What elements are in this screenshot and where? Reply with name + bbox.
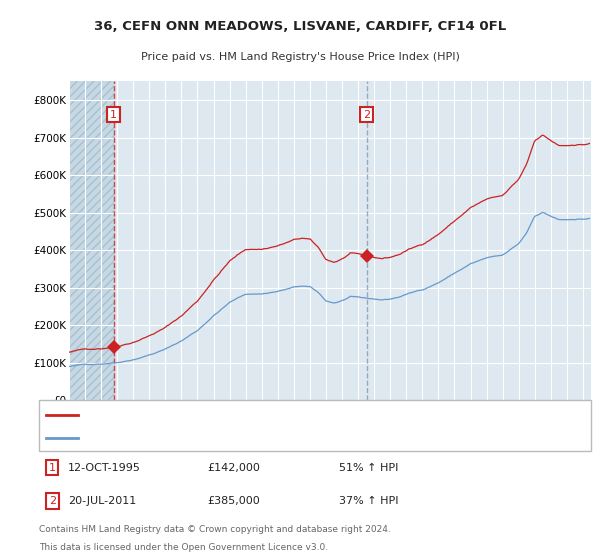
Text: HPI: Average price, detached house, Cardiff: HPI: Average price, detached house, Card… [83,433,301,443]
Text: This data is licensed under the Open Government Licence v3.0.: This data is licensed under the Open Gov… [39,543,328,552]
Text: £385,000: £385,000 [207,496,260,506]
Text: 2: 2 [363,110,370,120]
Text: 20-JUL-2011: 20-JUL-2011 [68,496,136,506]
Text: 51% ↑ HPI: 51% ↑ HPI [339,463,398,473]
Text: 36, CEFN ONN MEADOWS, LISVANE, CARDIFF, CF14 0FL (detached house): 36, CEFN ONN MEADOWS, LISVANE, CARDIFF, … [83,409,450,419]
Text: 1: 1 [110,110,117,120]
Text: Contains HM Land Registry data © Crown copyright and database right 2024.: Contains HM Land Registry data © Crown c… [39,525,391,534]
Text: 2: 2 [49,496,56,506]
Bar [69,81,113,400]
Text: 12-OCT-1995: 12-OCT-1995 [68,463,140,473]
Text: 1: 1 [49,463,56,473]
Text: 37% ↑ HPI: 37% ↑ HPI [339,496,398,506]
Bar [69,81,113,400]
Text: £142,000: £142,000 [207,463,260,473]
Text: 36, CEFN ONN MEADOWS, LISVANE, CARDIFF, CF14 0FL: 36, CEFN ONN MEADOWS, LISVANE, CARDIFF, … [94,20,506,33]
Text: Price paid vs. HM Land Registry's House Price Index (HPI): Price paid vs. HM Land Registry's House … [140,53,460,62]
